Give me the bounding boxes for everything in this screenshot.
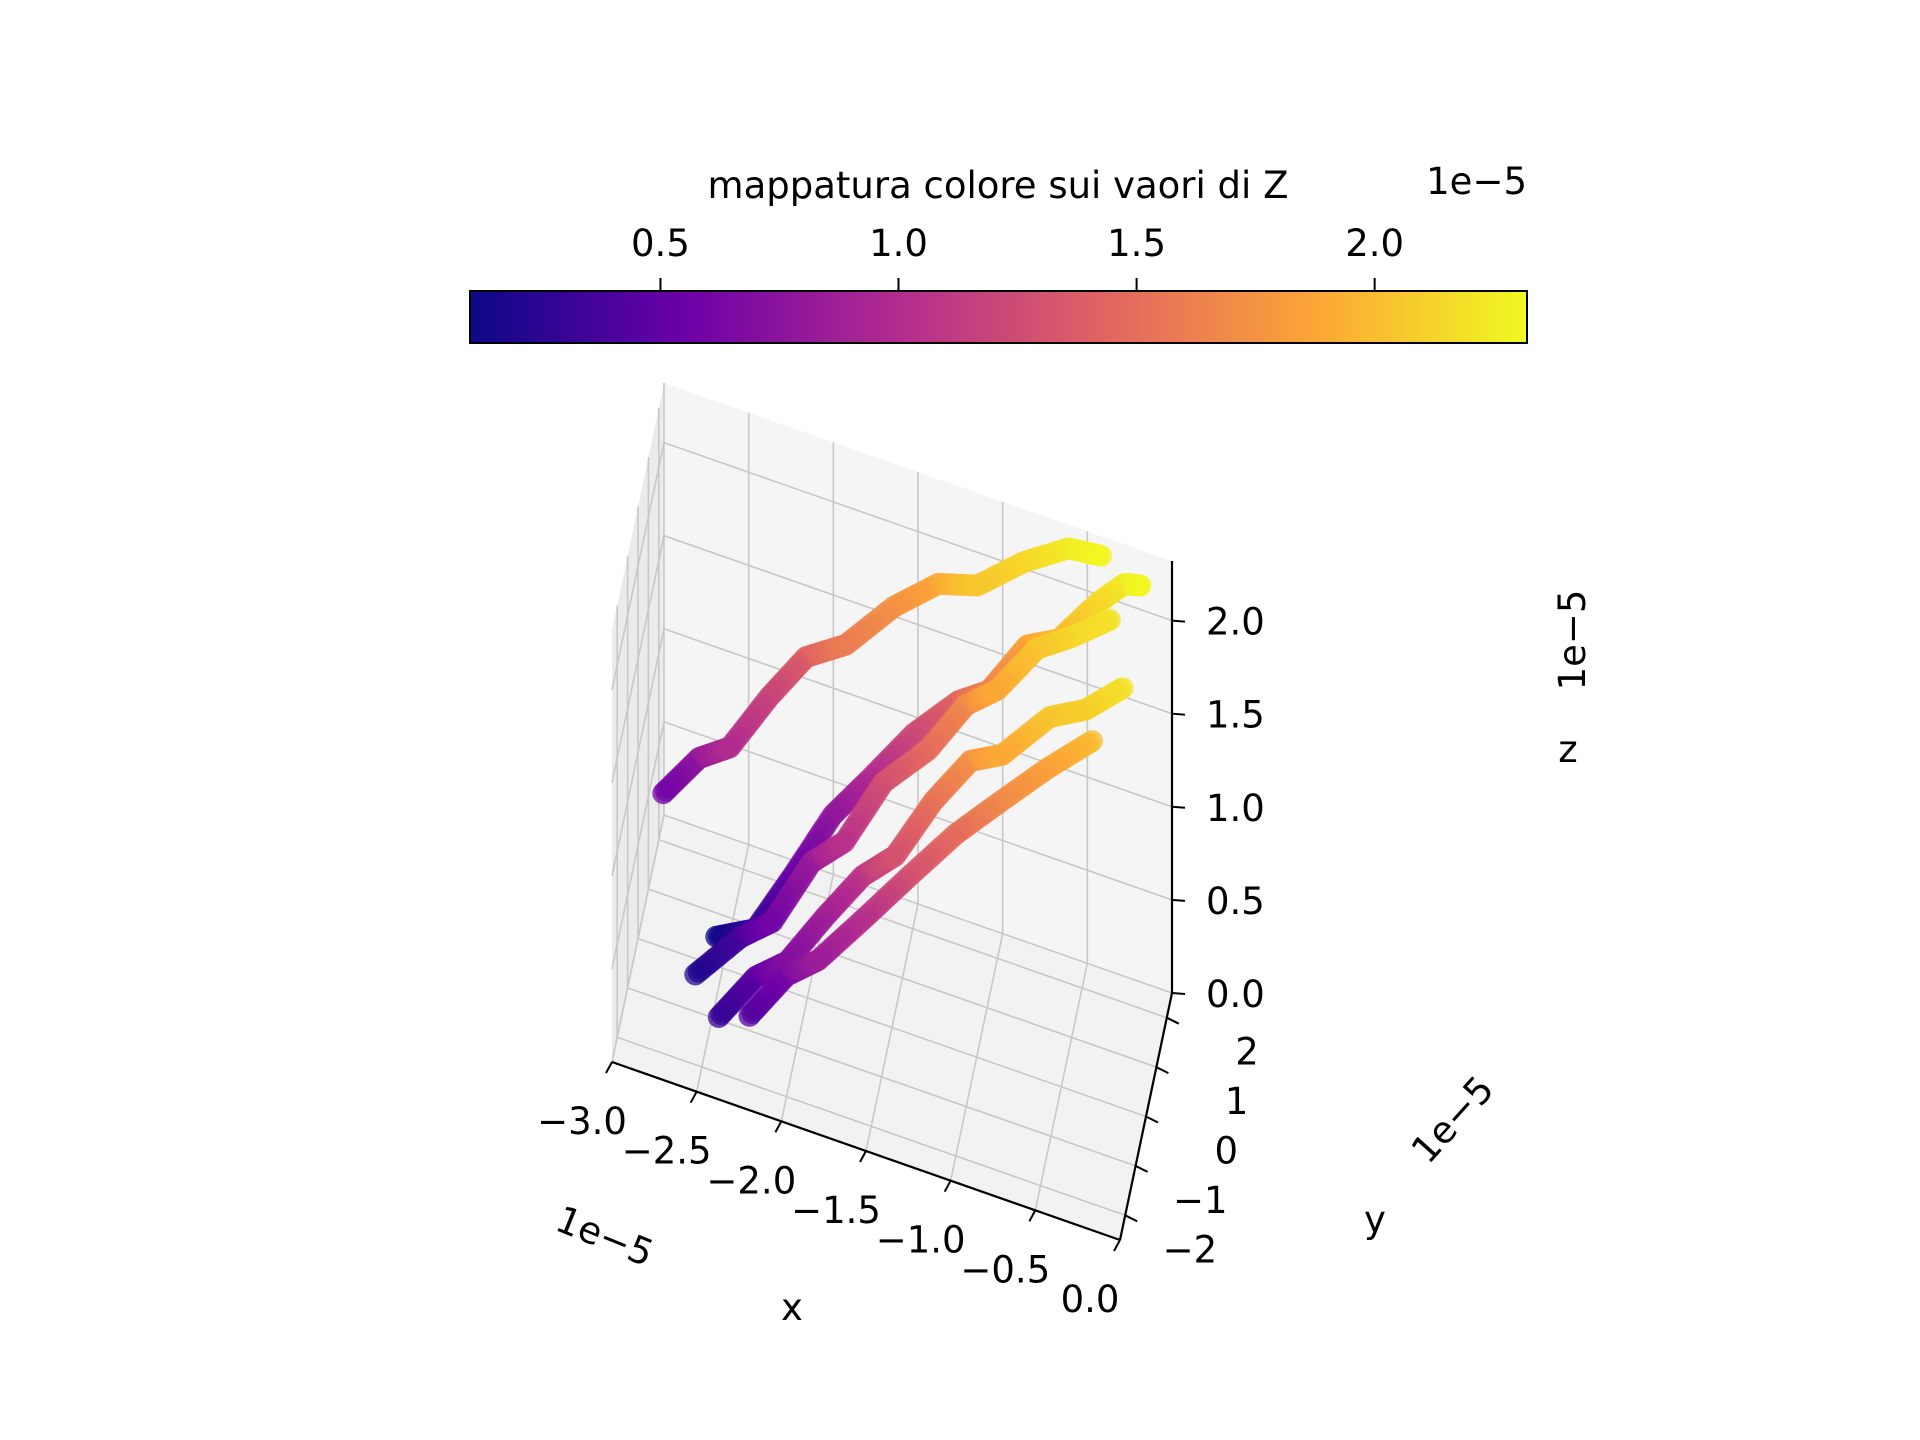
gridline [637,937,1147,1118]
scatter-point [991,743,1014,766]
z-tick-label: 0.5 [1206,880,1265,923]
x-tick [1028,1209,1037,1222]
colorbar-fill [469,290,1528,344]
scatter-points [652,537,1152,1028]
gridline [663,814,1173,994]
colorbar-title: mappatura colore sui vaori di Z [708,164,1289,207]
y-tick [1135,1165,1149,1173]
y-tick-label: 2 [1235,1031,1259,1074]
z-tick [1171,619,1186,623]
x-tick-label: −2.0 [706,1159,796,1202]
scatter-point [807,949,830,972]
gridline [658,838,1168,1019]
scatter-point [652,782,675,805]
gridline [611,535,665,783]
x-tick-label: −0.5 [960,1248,1050,1291]
gridline [611,628,665,876]
z-tick [1171,712,1186,716]
scatter-point [684,963,707,986]
gridline [616,1036,1126,1217]
gridline [611,442,665,690]
x-tick [774,1120,783,1133]
colorbar-tick-label: 1.0 [869,222,928,265]
z-tick-label: 1.0 [1206,787,1265,830]
gridline [648,888,1157,1068]
z-tick [1171,805,1186,809]
z-axis-ticks: 0.0 0.5 1.0 1.5 2.0 [1171,601,1265,1016]
z-tick [1171,992,1186,995]
x-axis-label: x [781,1286,803,1329]
colorbar: 0.5 1.0 1.5 2.0 mappatura colore sui vaori … [469,160,1528,344]
x-tick [689,1091,698,1104]
gridline [611,721,665,970]
scatter-point [707,1006,730,1028]
z-axis-label: z [1558,728,1577,771]
y-axis-label: y [1364,1198,1386,1241]
x-tick-label: −1.0 [876,1219,966,1262]
colorbar-ticks: 0.5 1.0 1.5 2.0 [631,222,1404,291]
y-tick [1145,1115,1159,1124]
x-tick [605,1061,613,1074]
x-tick-label: −1.5 [791,1189,881,1232]
scatter-point [761,910,784,933]
y-tick-label: −2 [1163,1228,1218,1271]
y-tick [1155,1066,1169,1074]
colorbar-offset-text: 1e−5 [1426,160,1527,203]
x-axis-ticks: −3.0−2.5−2.0−1.5−1.0−0.5 0.0 [537,1061,1121,1321]
z-tick [1171,898,1186,902]
y-tick [1124,1214,1138,1223]
y-tick [1166,1016,1180,1025]
x-tick [943,1180,952,1193]
colorbar-tick-label: 2.0 [1345,222,1404,265]
scatter-point [718,736,741,759]
z-tick-label: 0.0 [1206,973,1265,1016]
x-tick-label: 0.0 [1061,1278,1120,1321]
z-tick-label: 2.0 [1206,601,1265,644]
colorbar-tick-label: 1.5 [1107,222,1166,265]
gridline [611,814,665,1063]
z-axis-offset-text: 1e−5 [1551,590,1594,691]
x-tick-label: −2.5 [622,1130,712,1173]
x-axis-offset-text: 1e−5 [550,1198,660,1276]
scatter-point [1090,544,1113,567]
scatter-point [833,830,856,853]
scatter-point [966,574,989,597]
scatter-point [835,633,858,656]
y-axis-ticks: −2 −1 0 1 2 [1124,1016,1259,1271]
x-tick-label: −3.0 [537,1100,627,1143]
y-axis-offset-text: 1e−5 [1403,1068,1502,1172]
y-tick-label: 0 [1214,1130,1238,1173]
gridline [663,534,1173,715]
x-tick [1113,1239,1121,1252]
y-tick-label: 1 [1225,1080,1249,1123]
gridline [663,441,1173,622]
z-tick-label: 1.5 [1206,694,1265,737]
y-tick-label: −1 [1173,1179,1228,1222]
scatter-point [884,844,907,867]
scatter-point [986,678,1009,701]
colorbar-tick-label: 0.5 [631,222,690,265]
scatter-point [738,1004,761,1027]
scatter-point [1129,574,1152,597]
x-tick [859,1150,867,1163]
